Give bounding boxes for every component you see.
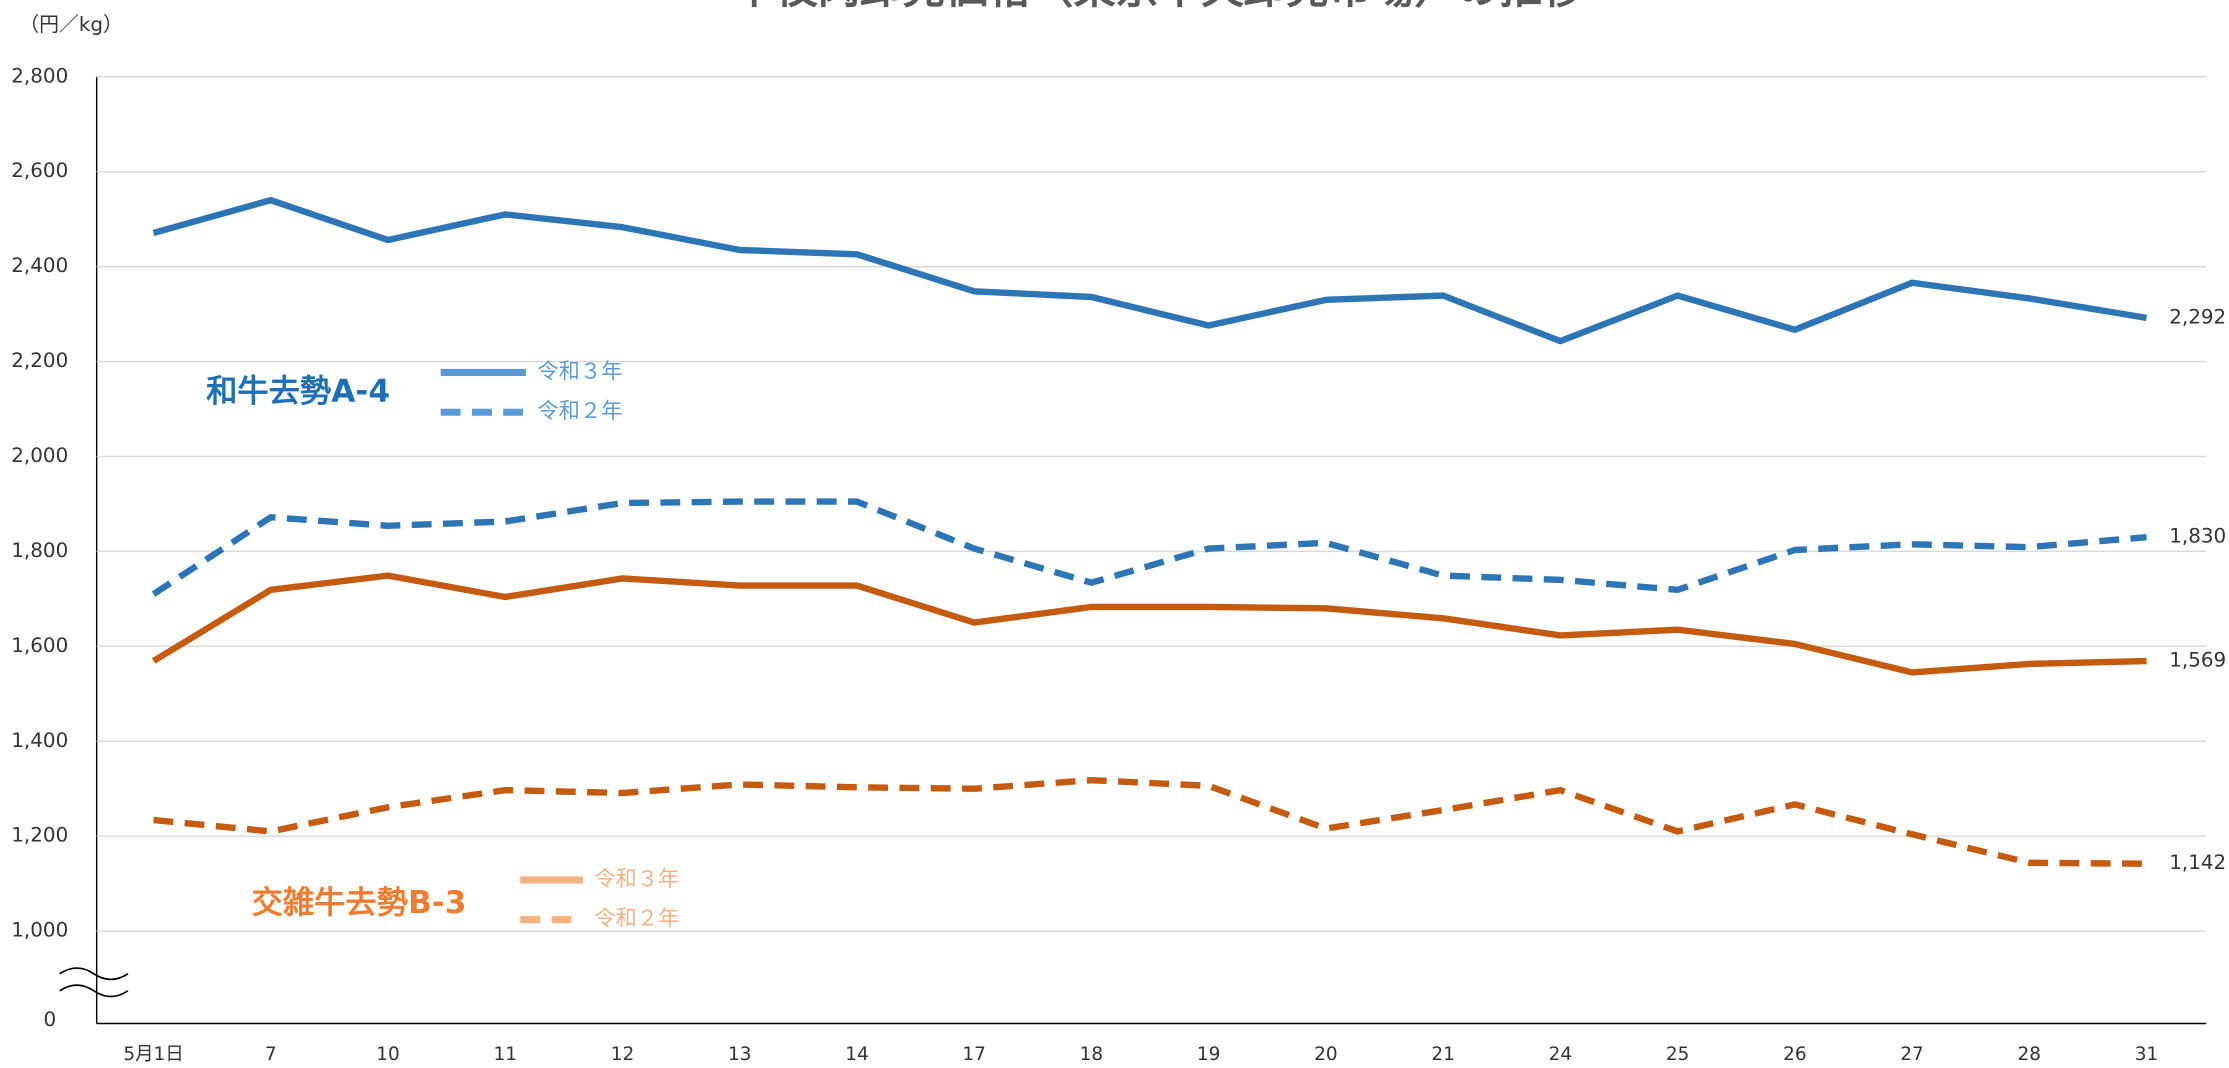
legend-entry: 令和３年 xyxy=(594,867,679,892)
x-tick-label: 19 xyxy=(1197,1044,1221,1065)
axis-origin-label: 0 xyxy=(43,1008,56,1031)
y-tick-label: 2,000 xyxy=(11,444,68,467)
x-tick-label: 21 xyxy=(1431,1044,1455,1065)
value-label: 1,830 xyxy=(2169,525,2226,548)
y-tick-label: 1,400 xyxy=(11,729,68,752)
y-tick-label: 1,200 xyxy=(11,824,68,847)
y-tick-label: 2,800 xyxy=(11,64,68,87)
x-tick-label: 12 xyxy=(611,1044,635,1065)
legend-entry: 令和２年 xyxy=(594,907,679,932)
x-tick-label: 20 xyxy=(1314,1044,1338,1065)
series-line xyxy=(151,572,2147,676)
y-unit: （円／kg） xyxy=(19,13,123,36)
x-tick-label: 28 xyxy=(2018,1044,2042,1065)
series-line xyxy=(153,776,2147,867)
series-line xyxy=(151,498,2147,597)
chart-title: 牛枝肉卸売価格（東京中央卸売市場）の推移 xyxy=(732,0,1585,14)
series-line xyxy=(152,196,2148,345)
legend-group-label: 和牛去勢A-4 xyxy=(206,373,390,409)
y-tick-label: 1,000 xyxy=(11,919,68,942)
x-tick-label: 25 xyxy=(1666,1044,1690,1065)
x-tick-label: 26 xyxy=(1783,1044,1807,1065)
x-tick-label: 10 xyxy=(376,1044,400,1065)
y-tick-label: 1,800 xyxy=(11,539,68,562)
x-tick-label: 18 xyxy=(1080,1044,1104,1065)
x-tick-label: 14 xyxy=(845,1044,869,1065)
x-tick-label: 31 xyxy=(2135,1044,2159,1065)
value-label: 1,569 xyxy=(2169,649,2226,672)
x-tick-label: 17 xyxy=(962,1044,986,1065)
legend-entry: 令和３年 xyxy=(537,359,622,384)
value-label: 2,292 xyxy=(2169,305,2226,328)
x-tick-label: 13 xyxy=(728,1044,752,1065)
x-tick-label: 27 xyxy=(1900,1044,1924,1065)
legend-group-label: 交雑牛去勢B-3 xyxy=(252,884,467,921)
axis-break xyxy=(59,967,129,998)
legend-entry: 令和２年 xyxy=(537,399,622,424)
x-tick-label: 11 xyxy=(493,1044,517,1065)
value-label: 1,142 xyxy=(2169,851,2226,874)
x-tick-label: 7 xyxy=(265,1044,277,1065)
y-tick-label: 2,400 xyxy=(11,254,68,277)
y-tick-label: 2,600 xyxy=(11,159,68,182)
y-tick-label: 1,600 xyxy=(11,634,68,657)
x-tick-label: 24 xyxy=(1549,1044,1573,1065)
y-tick-label: 2,200 xyxy=(11,349,68,372)
x-tick-label: 5月1日 xyxy=(123,1044,183,1065)
